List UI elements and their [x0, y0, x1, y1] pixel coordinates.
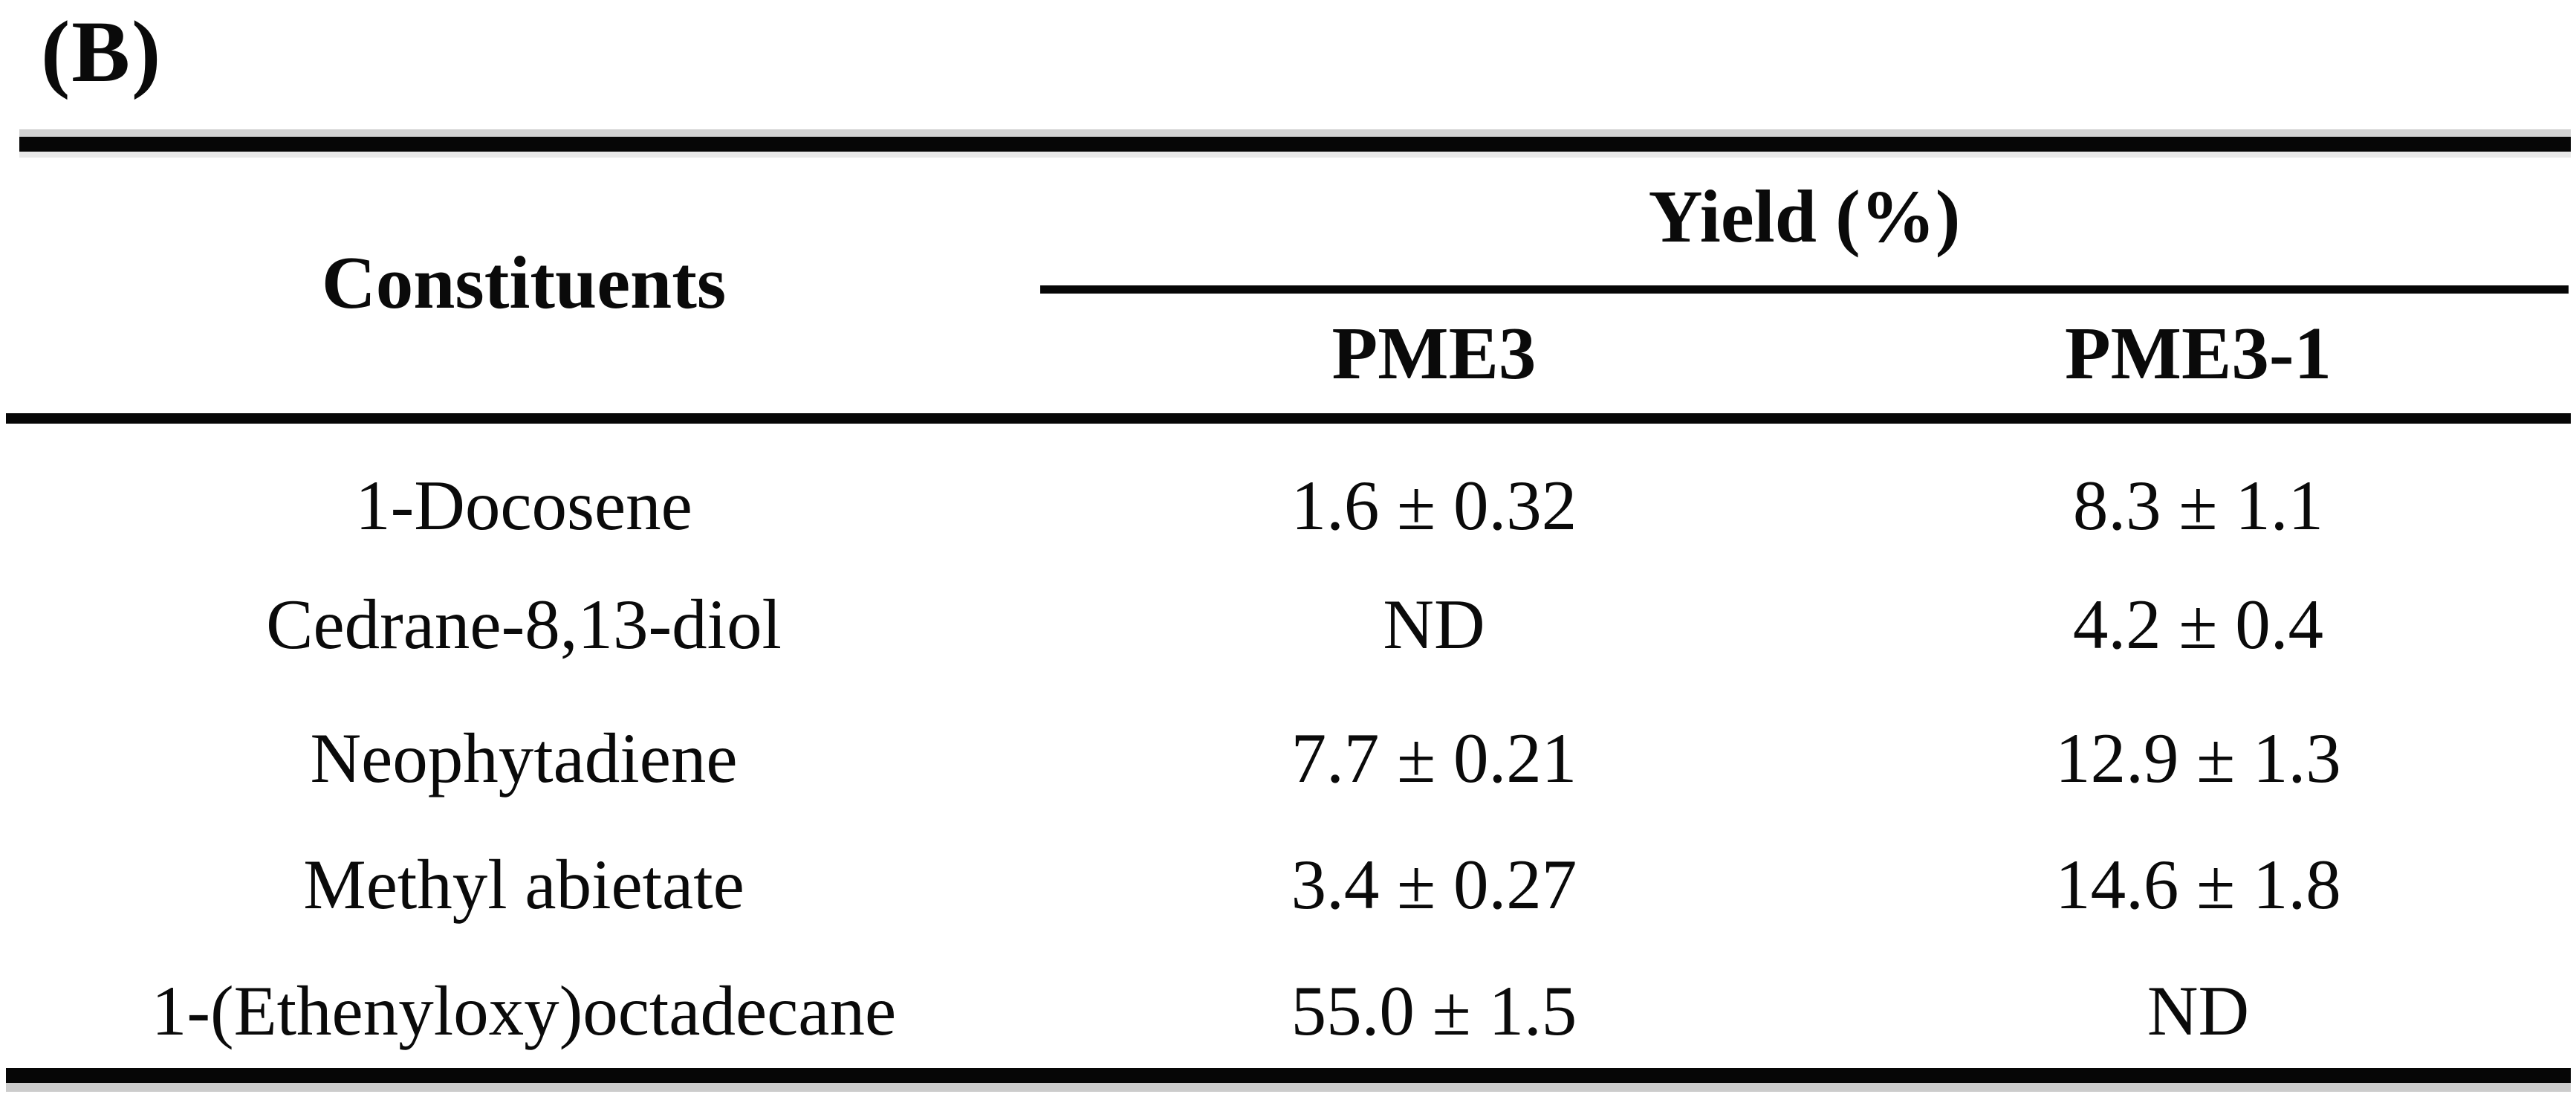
header-bottom-rule	[6, 413, 2571, 424]
pme3-1-value: 8.3 ± 1.1	[2072, 466, 2324, 545]
column-header-pme3-1: PME3-1	[2064, 311, 2332, 395]
pme3-value: 3.4 ± 0.27	[1291, 845, 1577, 924]
column-header-constituents: Constituents	[321, 241, 727, 324]
pme3-1-value: 4.2 ± 0.4	[2072, 585, 2324, 664]
panel-label: (B)	[41, 3, 163, 100]
pme3-1-value: 14.6 ± 1.8	[2055, 845, 2341, 924]
pme3-value: 7.7 ± 0.21	[1291, 719, 1577, 797]
constituent-name: Cedrane-8,13-diol	[266, 585, 782, 664]
pme3-1-value: 12.9 ± 1.3	[2055, 719, 2341, 797]
constituent-name: 1-(Ethenyloxy)octadecane	[151, 971, 897, 1050]
pme3-value: 55.0 ± 1.5	[1291, 971, 1577, 1050]
yield-group-underline	[1040, 285, 2569, 294]
column-header-pme3: PME3	[1331, 311, 1537, 395]
pme3-value: ND	[1383, 585, 1485, 664]
table-top-rule	[19, 137, 2571, 152]
constituent-name: 1-Docosene	[355, 466, 692, 545]
constituent-name: Neophytadiene	[310, 719, 738, 797]
table-bottom-rule	[6, 1068, 2571, 1083]
pme3-1-value: ND	[2147, 971, 2250, 1050]
constituent-name: Methyl abietate	[303, 845, 744, 924]
pme3-value: 1.6 ± 0.32	[1291, 466, 1577, 545]
column-group-header-yield: Yield (%)	[1648, 174, 1961, 258]
